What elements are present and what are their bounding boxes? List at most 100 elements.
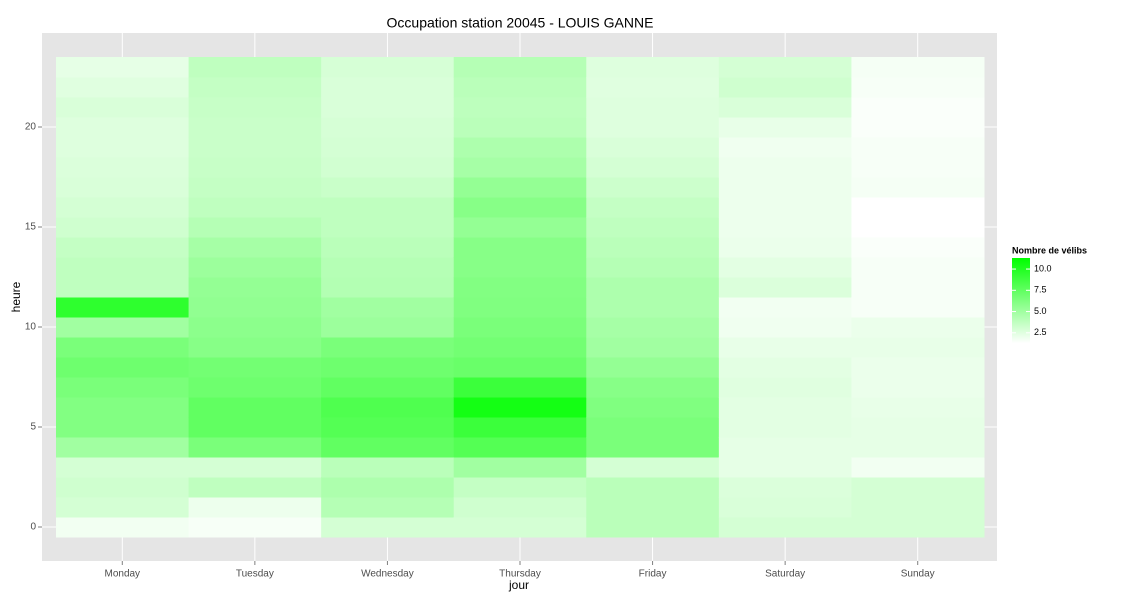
heat-cell bbox=[851, 497, 985, 518]
heat-cell bbox=[718, 177, 852, 198]
heat-cell bbox=[453, 297, 587, 318]
x-tick-label: Sunday bbox=[901, 569, 935, 580]
heat-cell bbox=[56, 97, 190, 118]
chart-title: Occupation station 20045 - LOUIS GANNE bbox=[387, 15, 654, 31]
heat-cell bbox=[851, 477, 985, 498]
x-tick-label: Thursday bbox=[499, 569, 541, 580]
heat-cell bbox=[851, 157, 985, 178]
heat-cell bbox=[851, 297, 985, 318]
heat-cell bbox=[56, 497, 190, 518]
colorbar-label: 2.5 bbox=[1034, 327, 1047, 337]
heat-cell bbox=[851, 517, 985, 538]
heat-cell bbox=[321, 397, 455, 418]
heat-cell bbox=[586, 497, 720, 518]
heat-cell bbox=[718, 117, 852, 138]
heat-cell bbox=[851, 257, 985, 278]
heat-cell bbox=[586, 397, 720, 418]
heat-cell bbox=[453, 477, 587, 498]
heat-cell bbox=[321, 417, 455, 438]
heat-cell bbox=[321, 97, 455, 118]
heat-cell bbox=[56, 77, 190, 98]
heat-cell bbox=[718, 297, 852, 318]
heat-cell bbox=[321, 157, 455, 178]
heat-cell bbox=[453, 317, 587, 338]
heat-cell bbox=[56, 257, 190, 278]
heat-cell bbox=[718, 277, 852, 298]
heat-cell bbox=[586, 217, 720, 238]
heat-cell bbox=[586, 137, 720, 158]
heat-cell bbox=[851, 137, 985, 158]
heat-cell bbox=[851, 357, 985, 378]
heat-cell bbox=[56, 477, 190, 498]
heat-cell bbox=[56, 337, 190, 358]
heat-cell bbox=[321, 477, 455, 498]
heat-cell bbox=[586, 297, 720, 318]
heat-cell bbox=[586, 457, 720, 478]
heat-cell bbox=[718, 377, 852, 398]
colorbar-label: 5.0 bbox=[1034, 306, 1047, 316]
heat-cell bbox=[321, 217, 455, 238]
y-axis-label: heure bbox=[9, 281, 23, 312]
heat-cell bbox=[718, 497, 852, 518]
heat-cell bbox=[718, 477, 852, 498]
heat-cell bbox=[453, 117, 587, 138]
heat-cell bbox=[718, 237, 852, 258]
heat-cell bbox=[851, 97, 985, 118]
heat-cell bbox=[188, 177, 322, 198]
heat-cell bbox=[188, 517, 322, 538]
heat-cell bbox=[718, 457, 852, 478]
heat-cell bbox=[321, 117, 455, 138]
heat-cell bbox=[851, 117, 985, 138]
y-tick-label: 20 bbox=[25, 122, 37, 133]
heat-cell bbox=[453, 517, 587, 538]
heat-cell bbox=[586, 477, 720, 498]
heat-cell bbox=[188, 157, 322, 178]
heat-cell bbox=[56, 297, 190, 318]
heat-cell bbox=[453, 277, 587, 298]
heat-cell bbox=[453, 257, 587, 278]
heat-cell bbox=[188, 77, 322, 98]
x-tick-label: Tuesday bbox=[236, 569, 274, 580]
x-tick-label: Monday bbox=[104, 569, 140, 580]
heat-cell bbox=[56, 177, 190, 198]
heat-cell bbox=[586, 277, 720, 298]
heat-cell bbox=[453, 417, 587, 438]
heat-cell bbox=[453, 57, 587, 78]
heat-cell bbox=[321, 337, 455, 358]
heat-cell bbox=[321, 57, 455, 78]
heat-cell bbox=[453, 237, 587, 258]
heat-cell bbox=[56, 357, 190, 378]
heat-cell bbox=[453, 457, 587, 478]
heat-cell bbox=[188, 197, 322, 218]
heat-cell bbox=[586, 437, 720, 458]
heat-cell bbox=[321, 197, 455, 218]
heat-cell bbox=[56, 137, 190, 158]
heat-cell bbox=[851, 277, 985, 298]
y-tick-label: 0 bbox=[30, 522, 36, 533]
heat-cell bbox=[188, 57, 322, 78]
heat-cell bbox=[188, 357, 322, 378]
heat-cell bbox=[188, 257, 322, 278]
heat-cell bbox=[188, 337, 322, 358]
heat-cell bbox=[321, 277, 455, 298]
heat-cell bbox=[56, 437, 190, 458]
colorbar-label: 10.0 bbox=[1034, 263, 1052, 273]
heat-cell bbox=[718, 157, 852, 178]
heat-cell bbox=[586, 157, 720, 178]
heat-cell bbox=[56, 117, 190, 138]
heat-cell bbox=[453, 397, 587, 418]
heat-cell bbox=[718, 217, 852, 238]
heat-cell bbox=[188, 377, 322, 398]
heat-cell bbox=[718, 97, 852, 118]
heat-cell bbox=[321, 517, 455, 538]
heat-cell bbox=[718, 337, 852, 358]
y-tick-label: 5 bbox=[30, 422, 36, 433]
heat-cell bbox=[453, 177, 587, 198]
heat-cell bbox=[453, 377, 587, 398]
heat-cell bbox=[56, 517, 190, 538]
heat-cell bbox=[851, 337, 985, 358]
heat-cell bbox=[321, 377, 455, 398]
heat-cell bbox=[718, 137, 852, 158]
heat-cell bbox=[718, 417, 852, 438]
